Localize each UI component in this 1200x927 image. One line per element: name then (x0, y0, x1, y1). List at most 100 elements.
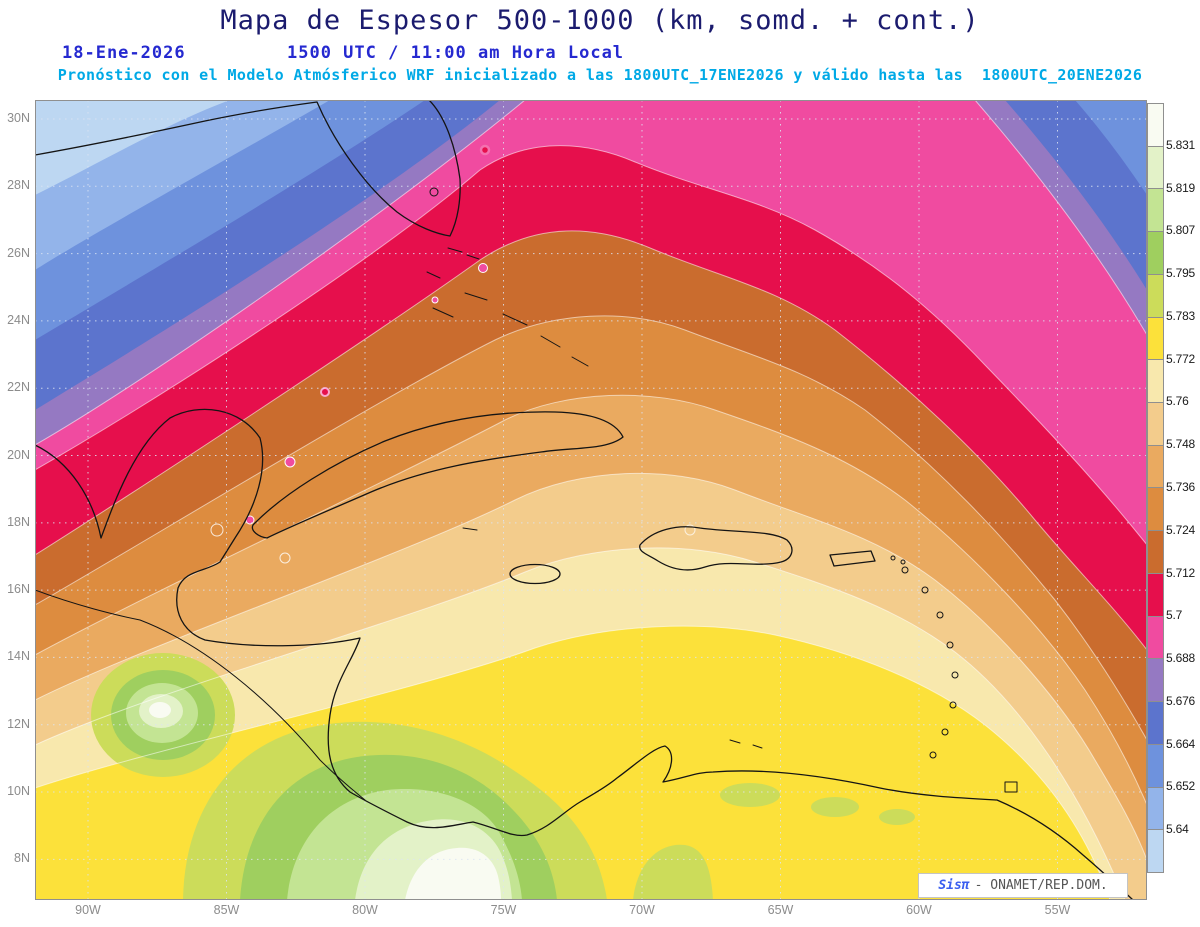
contour-line (35, 625, 1111, 900)
colorbar-swatch (1148, 232, 1163, 275)
contour-line (35, 230, 1147, 651)
colorbar-swatch (1148, 360, 1163, 404)
bahamas-islands (426, 271, 589, 367)
coastlines (35, 100, 1134, 900)
lat-tick-label: 18N (7, 514, 30, 529)
thickness-band (633, 844, 713, 900)
colorbar-swatch (1148, 702, 1163, 745)
contour-ring (279, 552, 291, 564)
thickness-band (811, 797, 859, 817)
local-extremum-spot (479, 144, 491, 156)
lat-tick-label: 26N (7, 245, 30, 260)
lon-tick-label: 80W (352, 903, 378, 917)
contour-line (35, 394, 1147, 806)
coastline-hispaniola (639, 526, 793, 571)
map-plot (35, 100, 1147, 900)
contour-line (35, 547, 1126, 900)
thickness-contour-map (35, 100, 1147, 900)
lon-tick-label: 75W (490, 903, 517, 917)
colorbar-tick-label: 5.7 (1166, 608, 1183, 623)
lat-tick-label: 14N (7, 649, 30, 664)
coastline-mainland (35, 408, 1134, 900)
colorbar-swatch (1148, 445, 1163, 489)
contour-ring (210, 523, 224, 537)
lat-tick-label: 10N (7, 784, 30, 799)
thickness-band (405, 847, 501, 900)
colorbar-swatch (1148, 830, 1163, 872)
trinidad (1004, 781, 1018, 793)
lesser-antilles (890, 555, 959, 759)
time-label: 1500 UTC / 11:00 am Hora Local (287, 43, 625, 63)
colorbar-tick-label: 5.676 (1166, 693, 1196, 708)
lon-tick-label: 55W (1044, 903, 1071, 917)
lon-tick-label: 90W (75, 903, 101, 917)
colorbar-tick-label: 5.783 (1166, 308, 1196, 323)
lat-tick-label: 30N (7, 111, 30, 125)
graticule (35, 100, 1147, 900)
contour-line (35, 315, 1147, 741)
lat-tick-label: 12N (7, 716, 30, 731)
lat-tick-label: 8N (14, 851, 30, 866)
colorbar-tick-label: 5.712 (1166, 565, 1196, 580)
colorbar-tick-label: 5.64 (1166, 822, 1189, 837)
contour-line (35, 472, 1147, 861)
colorbar-tick-label: 5.819 (1166, 180, 1196, 195)
colorbar-swatch (1148, 616, 1163, 660)
colorbar-swatch (1148, 403, 1163, 446)
colorbar-labels: 5.831 5.819 5.807 5.795 5.783 5.772 5.76 5.748 5… (1166, 103, 1200, 873)
coastline-jamaica (509, 563, 561, 585)
colorbar-tick-label: 5.831 (1166, 137, 1196, 152)
colorbar-tick-label: 5.664 (1166, 736, 1196, 751)
colorbar-tick-label: 5.76 (1166, 394, 1189, 409)
colorbar-swatch (1148, 146, 1163, 190)
colorbar-swatch (1148, 274, 1163, 318)
local-extremum-spot (320, 387, 330, 397)
colorbar-swatch (1148, 744, 1163, 788)
contour-line (35, 145, 1147, 546)
coastline-pacific (35, 589, 366, 801)
colorbar-tick-label: 5.724 (1166, 522, 1196, 537)
branding-org-name: - ONAMET/REP.DOM. (974, 878, 1108, 893)
colorbar-swatch (1148, 189, 1163, 233)
thickness-band (879, 809, 915, 825)
colorbar-swatch (1148, 317, 1163, 361)
colorbar-tick-label: 5.795 (1166, 266, 1196, 281)
florida-keys (447, 247, 480, 260)
colorbar-swatch (1148, 531, 1163, 574)
colorbar-swatch (1148, 573, 1163, 617)
abc-islands (729, 739, 763, 749)
coastline-cuba (251, 411, 624, 539)
date-label: 18-Ene-2026 (62, 43, 186, 63)
colorbar-tick-label: 5.748 (1166, 437, 1196, 452)
branding-app-name: Sisπ (938, 878, 970, 893)
contour-ring (684, 524, 696, 536)
colorbar-swatch (1148, 787, 1163, 831)
thickness-band (149, 702, 171, 718)
page-title: Mapa de Espesor 500-1000 (km, somd. + co… (220, 5, 980, 36)
lon-tick-label: 85W (213, 903, 240, 917)
local-extremum-spot (431, 296, 439, 304)
colorbar-swatch (1148, 659, 1163, 703)
colorbar-tick-label: 5.736 (1166, 480, 1196, 494)
colorbar-swatch (1148, 104, 1163, 147)
colorbar-tick-label: 5.772 (1166, 351, 1196, 366)
colorbar-tick-label: 5.807 (1166, 223, 1196, 238)
lon-tick-label: 70W (629, 903, 655, 917)
local-extremum-spot (478, 263, 488, 273)
lon-tick-label: 65W (767, 903, 794, 917)
colorbar-tick-label: 5.688 (1166, 651, 1196, 666)
lon-tick-label: 60W (906, 903, 932, 917)
lat-tick-label: 20N (7, 447, 30, 462)
local-extremum-spot (284, 456, 296, 468)
branding-box: Sisπ - ONAMET/REP.DOM. (918, 873, 1128, 898)
lake-okeechobee (429, 187, 439, 197)
thickness-band (720, 783, 780, 807)
cayman-islands (462, 527, 478, 531)
colorbar (1147, 103, 1164, 873)
coastline-puerto-rico (829, 550, 876, 567)
coastline-gulf-florida (35, 100, 461, 237)
forecast-note: Pronóstico con el Modelo Atmósferico WRF… (57, 66, 1143, 84)
lat-tick-label: 28N (7, 178, 30, 193)
lat-tick-label: 24N (7, 312, 30, 327)
